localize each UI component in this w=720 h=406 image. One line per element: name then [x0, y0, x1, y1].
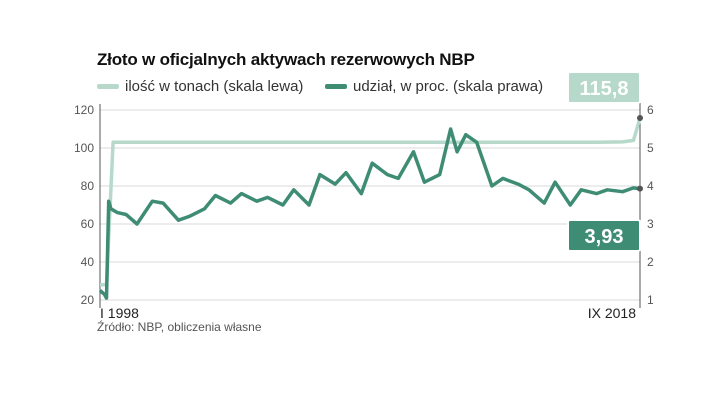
right-tick-label: 5	[647, 141, 654, 155]
chart-source: Źródło: NBP, obliczenia własne	[97, 320, 262, 334]
legend-label-share: udział, w proc. (skala prawa)	[353, 78, 544, 95]
legend-item-tons: ilość w tonach (skala lewa)	[97, 78, 303, 95]
legend-swatch-tons	[97, 84, 119, 89]
callout-value-tons: 115,8	[580, 78, 629, 100]
right-tick-label: 3	[647, 217, 654, 231]
legend-label-tons: ilość w tonach (skala lewa)	[125, 78, 304, 95]
x-start-label: I 1998	[100, 305, 139, 321]
series-line-tons	[100, 117, 642, 287]
legend-swatch-share	[325, 84, 347, 89]
chart-title: Złoto w oficjalnych aktywach rezerwowych…	[97, 50, 475, 69]
callout-value-share: 3,93	[585, 226, 624, 248]
left-tick-label: 100	[74, 141, 94, 155]
series-line-share	[98, 127, 641, 300]
right-tick-label: 4	[647, 179, 654, 193]
right-tick-label: 1	[647, 293, 654, 307]
callout-box-share	[567, 219, 641, 252]
end-point-share	[637, 185, 643, 192]
left-tick-label: 80	[81, 179, 95, 193]
legend-item-share: udział, w proc. (skala prawa)	[325, 78, 543, 95]
right-tick-label: 2	[647, 255, 654, 269]
right-tick-label: 6	[647, 103, 654, 117]
end-point-tons	[637, 114, 643, 121]
left-tick-label: 60	[81, 217, 95, 231]
left-tick-label: 40	[81, 255, 95, 269]
callout-box-tons	[567, 71, 641, 104]
left-tick-label: 20	[81, 293, 95, 307]
x-end-label: IX 2018	[588, 305, 636, 321]
left-tick-label: 120	[74, 103, 94, 117]
